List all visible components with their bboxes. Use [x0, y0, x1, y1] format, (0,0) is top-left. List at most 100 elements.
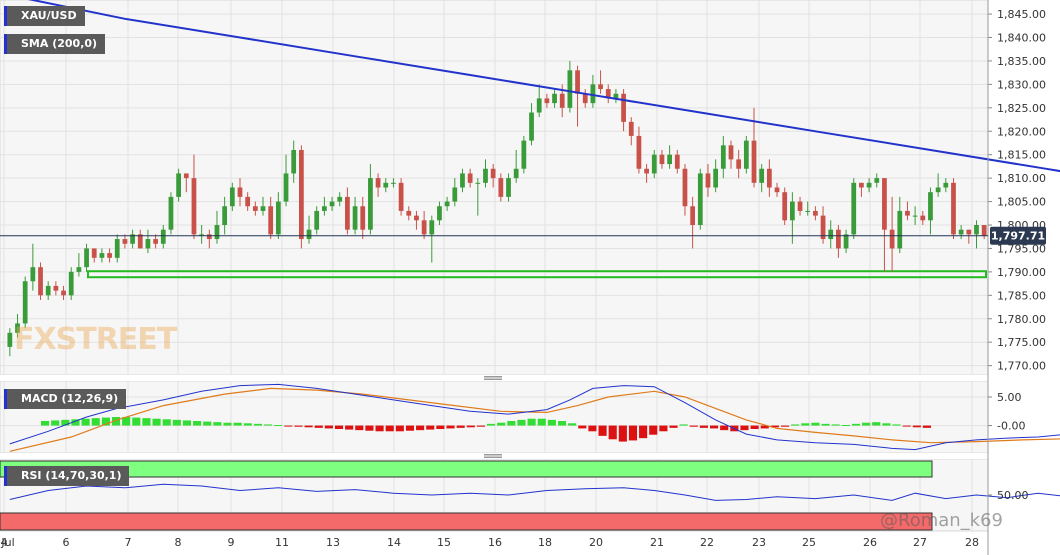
candle — [452, 178, 458, 207]
candle — [222, 196, 228, 235]
candle — [920, 210, 926, 225]
candle — [137, 229, 143, 249]
candle — [229, 182, 235, 211]
candle — [191, 154, 197, 240]
candle — [122, 234, 128, 249]
macd-histogram-bar — [699, 425, 708, 428]
macd-histogram-bar — [851, 423, 861, 426]
candle — [84, 243, 89, 272]
candle-body — [153, 239, 158, 244]
candle — [690, 196, 696, 249]
macd-histogram-bar — [324, 425, 333, 429]
candle — [368, 164, 373, 235]
candle-body — [928, 192, 933, 221]
candle-body — [15, 323, 20, 333]
macd-histogram-bar — [81, 418, 90, 426]
candle-body — [782, 192, 788, 221]
candle — [30, 243, 36, 291]
macd-histogram-bar — [537, 418, 546, 426]
candle — [536, 84, 542, 118]
candle — [874, 173, 880, 188]
candle-body — [268, 206, 274, 235]
candle — [782, 187, 788, 225]
macd-histogram-bar — [101, 417, 110, 426]
candle-body — [145, 239, 151, 249]
candle-body — [759, 168, 765, 183]
candle — [329, 196, 335, 211]
candle-body — [183, 173, 189, 179]
candle-body — [774, 187, 780, 193]
current-price-label: 1,797.71 — [991, 230, 1045, 243]
candle-body — [283, 173, 289, 202]
x-tick-label: 26 — [863, 536, 877, 549]
macd-histogram-bar — [791, 424, 800, 426]
macd-histogram-bar — [142, 418, 151, 426]
macd-histogram-bar — [314, 425, 323, 428]
candle — [130, 229, 135, 249]
macd-histogram-bar — [385, 425, 394, 432]
candle-body — [68, 271, 74, 296]
macd-histogram-bar — [223, 422, 232, 426]
candle-body — [912, 215, 918, 217]
macd-signal-series — [9, 387, 1060, 452]
candle — [529, 103, 534, 146]
x-tick-label: 21 — [650, 536, 664, 549]
candle — [905, 201, 910, 221]
candle-body — [53, 285, 59, 291]
candle-body — [444, 201, 450, 207]
candle-body — [567, 70, 573, 108]
macd-histogram-bar — [821, 423, 830, 426]
macd-histogram-bar — [902, 425, 911, 427]
x-tick-label: 11 — [275, 536, 289, 549]
macd-histogram-bar — [233, 422, 242, 426]
candle — [590, 75, 596, 108]
y-tick-label: 1,810.00 — [997, 172, 1046, 185]
candle — [107, 248, 112, 263]
candle — [789, 192, 795, 244]
candle-body — [252, 206, 258, 211]
macd-histogram-bar — [51, 420, 60, 426]
candle — [183, 173, 189, 193]
y-tick-label: 1,785.00 — [997, 289, 1046, 302]
candle-body — [736, 159, 742, 169]
macd-histogram-bar — [568, 423, 577, 426]
candle-body — [521, 140, 527, 169]
candle-body — [958, 229, 964, 235]
y-tick-label: 1,840.00 — [997, 32, 1046, 45]
sma-label: SMA (200,0) — [4, 34, 106, 54]
sma-line — [27, 0, 1060, 173]
candle — [145, 229, 151, 254]
candle-body — [981, 225, 987, 236]
sma-series — [27, 0, 1060, 173]
macd-histogram-bar — [811, 422, 820, 426]
macd-histogram-bar — [456, 425, 465, 428]
candle — [383, 178, 389, 193]
y-tick-label: 1,790.00 — [997, 266, 1046, 279]
candle-body — [275, 201, 281, 235]
macd-histogram-bar — [253, 423, 262, 426]
candle — [444, 196, 450, 211]
candle-body — [659, 154, 665, 165]
candle — [391, 178, 396, 188]
candle-body — [176, 173, 181, 197]
candle — [68, 267, 74, 300]
candle-body — [889, 229, 895, 249]
candle-body — [429, 220, 435, 235]
candle-body — [214, 225, 220, 240]
candle — [966, 229, 972, 244]
macd-histogram-bar — [669, 425, 678, 428]
candle-body — [605, 89, 611, 99]
macd-histogram-bar — [740, 425, 749, 431]
candle — [828, 220, 834, 249]
x-tick-label: 27 — [913, 536, 927, 549]
candle-body — [360, 206, 366, 230]
macd-histogram-bar — [750, 425, 759, 429]
candle — [836, 225, 841, 258]
candle-body — [674, 154, 680, 169]
candle-body — [467, 173, 473, 183]
candle — [306, 215, 312, 244]
candle-body — [559, 93, 565, 108]
candle — [506, 173, 511, 202]
candle-body — [114, 239, 120, 258]
